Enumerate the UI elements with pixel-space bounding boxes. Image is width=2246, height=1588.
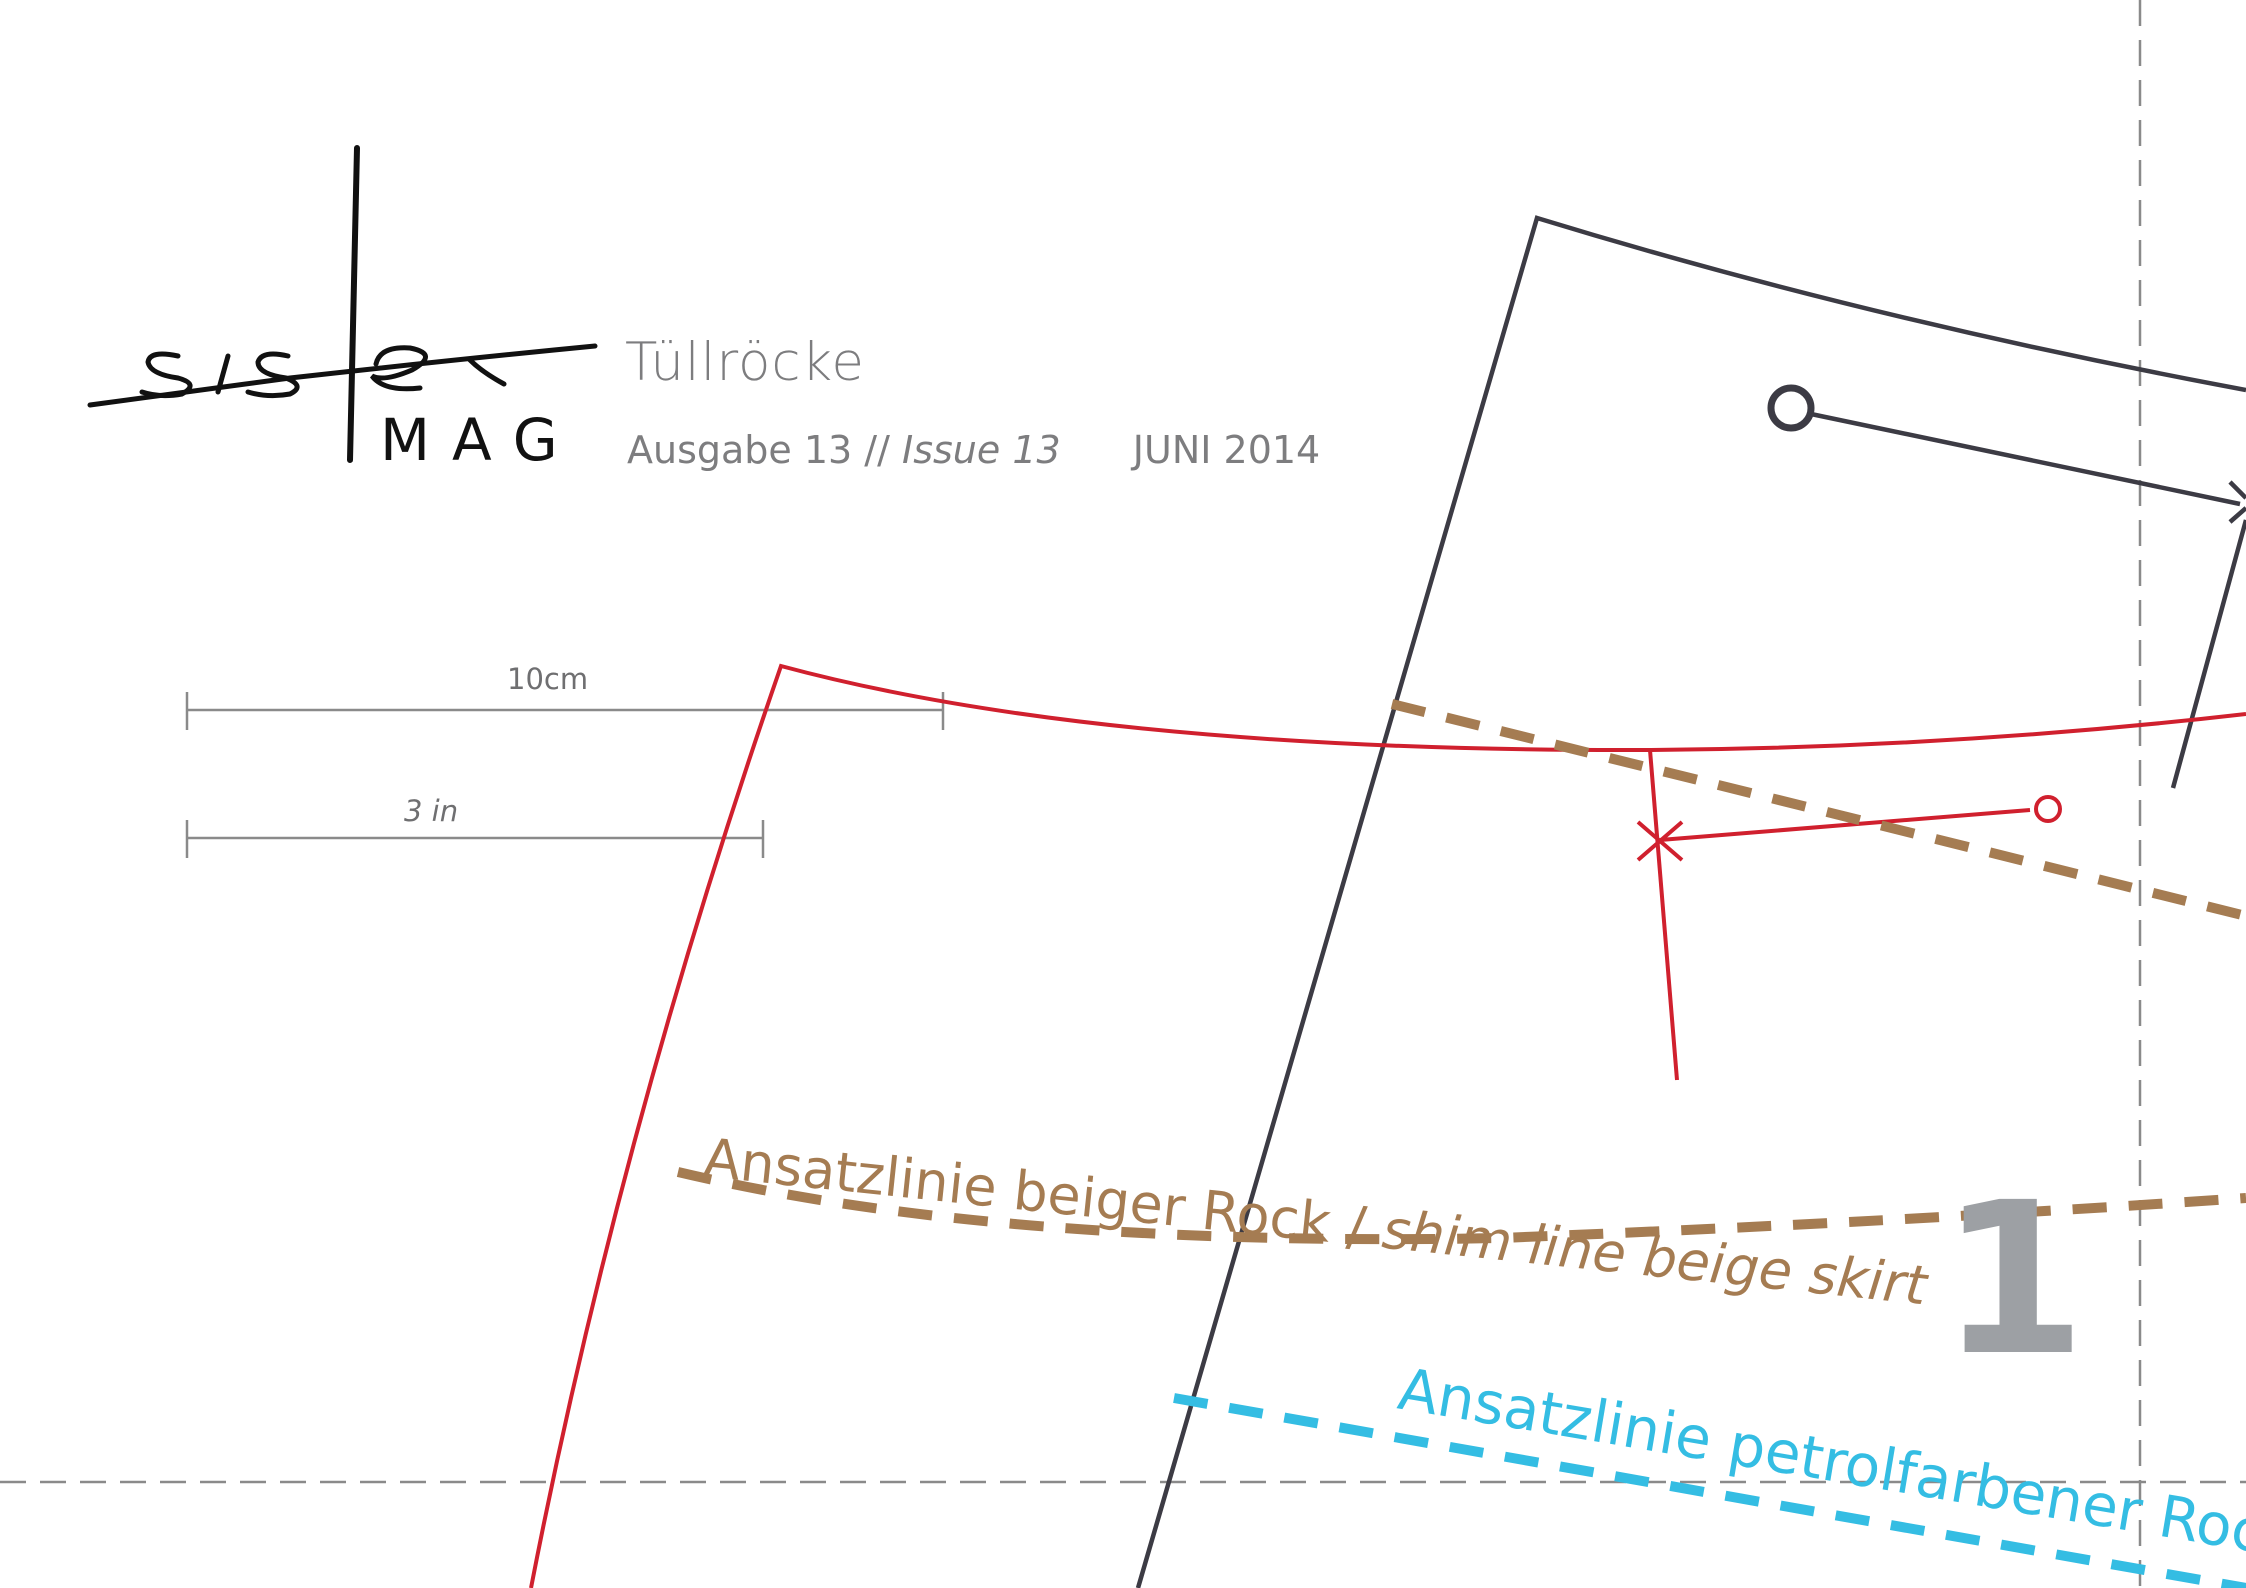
petrol-shim-line	[1173, 1393, 2246, 1588]
dark-pattern-piece	[1135, 215, 2246, 1588]
issue-date: JUNI 2014	[1132, 428, 1321, 472]
beige-upper-dashed-line	[1390, 699, 2246, 921]
dark-grainline-circle	[1767, 384, 1815, 432]
red-center-line	[1648, 749, 1679, 1081]
scale-label-imperial: 3 in	[404, 794, 459, 828]
issue-en: Issue 13	[902, 428, 1061, 472]
pattern-piece-number: 1	[1940, 1157, 2087, 1402]
beige-lower-dashed-line	[676, 1167, 2246, 1245]
red-piece-outline	[529, 663, 2246, 1588]
scale-bar-imperial	[185, 820, 765, 858]
pattern-title: Tüllröcke	[625, 332, 865, 393]
sister-mag-logo: MAG	[87, 145, 598, 474]
beige-shim-lines	[676, 699, 2246, 1245]
dark-grainline-arrow	[2228, 480, 2246, 500]
dark-piece-outline	[1135, 215, 2246, 1588]
scale-label-metric: 10cm	[507, 662, 589, 696]
logo-mag-text: MAG	[380, 406, 580, 474]
red-grainline-circle	[2034, 795, 2062, 823]
scale-bar-metric	[185, 692, 945, 730]
red-cross-mark	[1636, 820, 1684, 862]
issue-line: Ausgabe 13 // Issue 13 JUNI 2014	[627, 428, 1320, 472]
dark-grainline	[1810, 411, 2241, 507]
beige-shim-label: Ansatzlinie beiger Rock / shim line beig…	[701, 1126, 1932, 1317]
red-grainline	[1659, 808, 2031, 842]
red-pattern-piece	[529, 663, 2246, 1588]
dark-piece-right-edge	[2170, 519, 2246, 789]
issue-de: Ausgabe 13 //	[627, 428, 890, 472]
